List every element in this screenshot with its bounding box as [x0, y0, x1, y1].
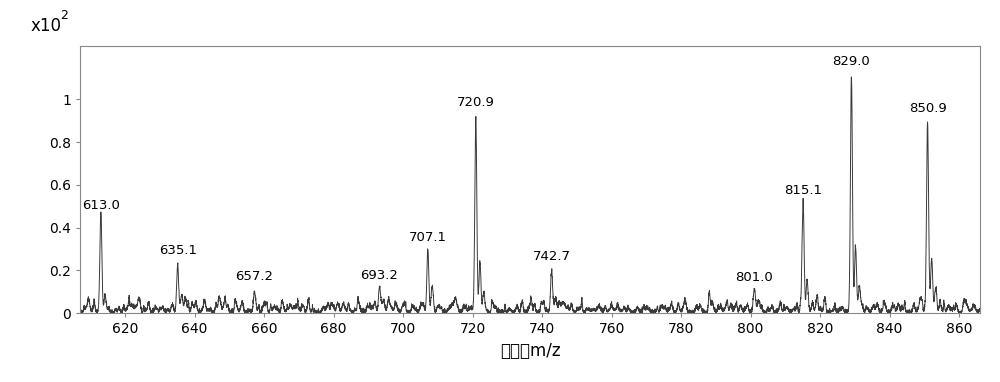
Text: 850.9: 850.9 [909, 102, 946, 115]
Text: 657.2: 657.2 [235, 270, 273, 283]
Text: 801.0: 801.0 [735, 271, 773, 284]
Text: 613.0: 613.0 [82, 199, 120, 212]
Text: 815.1: 815.1 [784, 184, 822, 197]
Text: 707.1: 707.1 [409, 231, 447, 244]
Text: 635.1: 635.1 [159, 244, 197, 257]
Text: x10: x10 [30, 17, 62, 35]
Text: 829.0: 829.0 [833, 55, 870, 68]
X-axis label: 荷质比m/z: 荷质比m/z [500, 342, 560, 360]
Text: 693.2: 693.2 [361, 269, 398, 282]
Text: 742.7: 742.7 [533, 250, 571, 263]
Text: 720.9: 720.9 [457, 96, 495, 109]
Text: 2: 2 [60, 9, 68, 22]
